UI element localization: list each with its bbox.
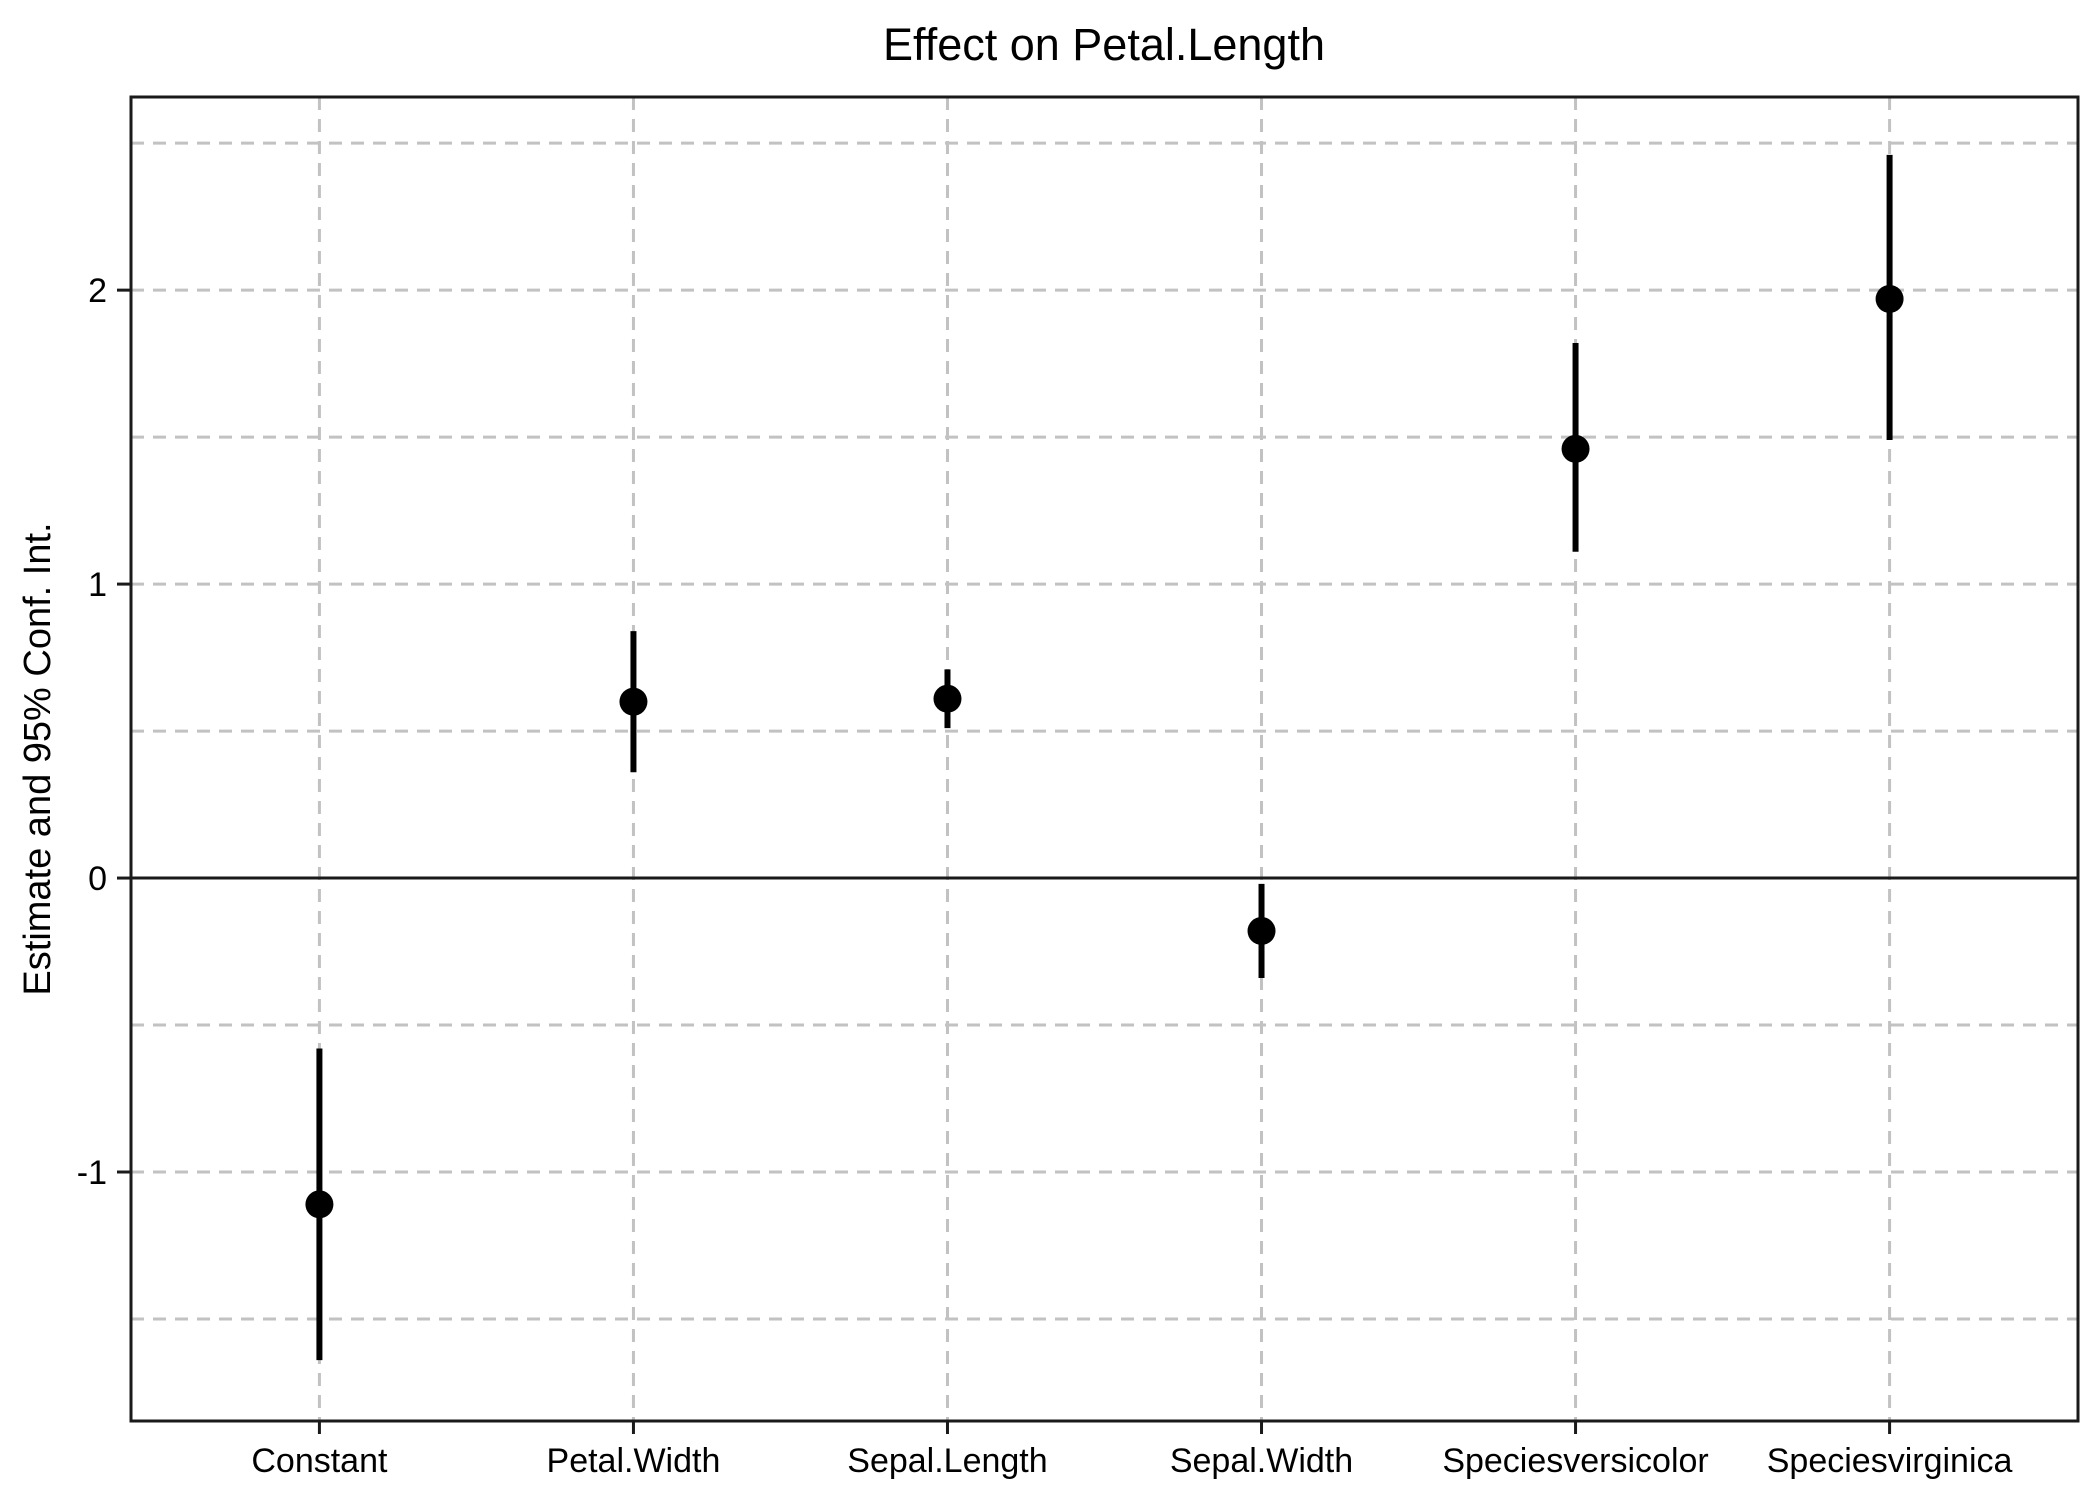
y-tick-label: 1 [88, 566, 107, 604]
point-marker [1875, 284, 1904, 313]
x-tick-label: Sepal.Length [847, 1442, 1047, 1480]
panel-background [131, 97, 2078, 1421]
y-tick-label: -1 [77, 1154, 107, 1192]
x-tick-label: Speciesvirginica [1767, 1442, 2013, 1480]
point-marker [1247, 916, 1276, 945]
y-tick-label: 0 [88, 860, 107, 898]
panel-border [129, 95, 2080, 1423]
point-marker [619, 687, 648, 716]
y-tick-label: 2 [88, 272, 107, 310]
point-marker [305, 1190, 334, 1219]
point-marker [933, 684, 962, 713]
x-tick-label: Sepal.Width [1170, 1442, 1353, 1480]
x-tick-label: Constant [251, 1442, 388, 1480]
point-marker [1561, 434, 1590, 463]
y-axis-title: Estimate and 95% Conf. Int. [17, 522, 59, 995]
plot-panel: -1 0 1 2 Constant Petal.Width Sepal.Length Sepa… [77, 95, 2080, 1480]
x-tick-label: Speciesversicolor [1442, 1442, 1708, 1480]
chart-title: Effect on Petal.Length [883, 19, 1325, 70]
x-tick-label: Petal.Width [547, 1442, 721, 1480]
